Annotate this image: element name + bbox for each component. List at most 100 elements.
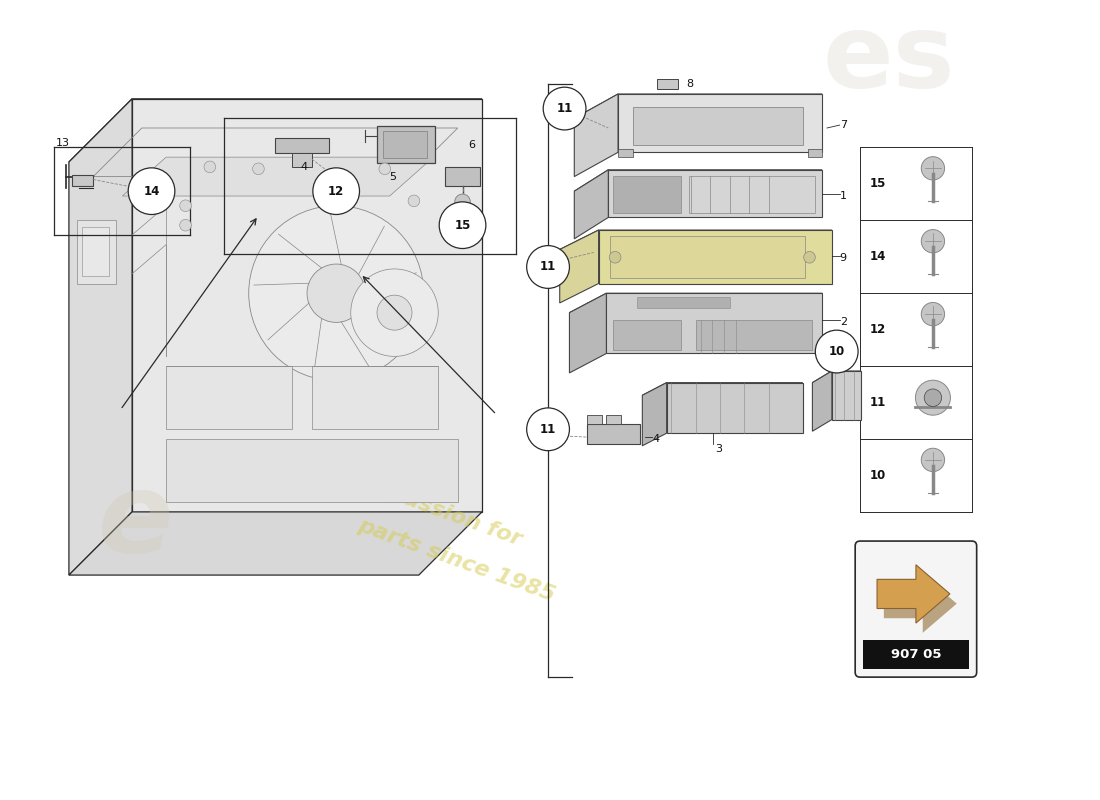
- Polygon shape: [132, 99, 482, 512]
- Bar: [312, 366, 438, 430]
- Bar: [77, 220, 116, 283]
- Text: parts since 1985: parts since 1985: [355, 515, 559, 606]
- Bar: [807, 150, 822, 157]
- Circle shape: [527, 246, 570, 288]
- Polygon shape: [618, 94, 822, 152]
- Text: 15: 15: [454, 218, 471, 232]
- Circle shape: [915, 380, 950, 415]
- Polygon shape: [883, 574, 957, 633]
- Circle shape: [439, 202, 486, 249]
- Text: 9: 9: [839, 254, 847, 263]
- Circle shape: [351, 269, 438, 356]
- Polygon shape: [574, 170, 608, 238]
- Bar: [587, 414, 602, 425]
- Polygon shape: [570, 294, 822, 313]
- Polygon shape: [813, 371, 832, 431]
- Bar: [638, 297, 729, 308]
- Circle shape: [408, 195, 420, 206]
- Text: 7: 7: [839, 120, 847, 130]
- Text: 4: 4: [300, 162, 307, 172]
- Text: 1: 1: [839, 191, 847, 201]
- Text: 10: 10: [828, 345, 845, 358]
- Circle shape: [377, 295, 412, 330]
- Text: 11: 11: [870, 396, 886, 409]
- Polygon shape: [667, 382, 803, 433]
- Text: 12: 12: [870, 323, 886, 336]
- Circle shape: [249, 206, 424, 381]
- Bar: [377, 126, 436, 163]
- Polygon shape: [574, 170, 822, 191]
- Text: 13: 13: [56, 138, 70, 147]
- Polygon shape: [69, 512, 482, 575]
- Bar: [72, 174, 94, 186]
- Bar: [275, 138, 329, 154]
- Circle shape: [922, 302, 945, 326]
- Text: 14: 14: [143, 185, 160, 198]
- Text: 14: 14: [870, 250, 887, 263]
- Bar: [446, 167, 480, 186]
- Text: 2: 2: [839, 318, 847, 327]
- Text: es: es: [822, 10, 955, 110]
- Circle shape: [179, 200, 191, 211]
- Circle shape: [922, 157, 945, 180]
- Circle shape: [253, 163, 264, 174]
- Polygon shape: [574, 94, 618, 177]
- Circle shape: [609, 251, 620, 263]
- Circle shape: [179, 219, 191, 231]
- Text: 11: 11: [540, 261, 557, 274]
- Polygon shape: [877, 565, 950, 623]
- Bar: [293, 154, 312, 167]
- Bar: [618, 150, 632, 157]
- Circle shape: [924, 389, 942, 406]
- Text: 4: 4: [652, 434, 659, 444]
- Bar: [613, 176, 681, 213]
- Circle shape: [543, 87, 586, 130]
- Bar: [606, 414, 620, 425]
- Text: 5: 5: [389, 171, 397, 182]
- Circle shape: [922, 230, 945, 253]
- Text: 12: 12: [328, 185, 344, 198]
- Polygon shape: [642, 382, 803, 395]
- Circle shape: [312, 168, 360, 214]
- Polygon shape: [606, 294, 822, 354]
- Polygon shape: [560, 230, 598, 303]
- Circle shape: [454, 194, 471, 210]
- Circle shape: [204, 161, 216, 173]
- Polygon shape: [570, 294, 606, 373]
- Bar: [166, 439, 458, 502]
- Text: e: e: [98, 468, 174, 575]
- Bar: [587, 425, 640, 444]
- Polygon shape: [69, 99, 482, 162]
- Bar: [610, 236, 804, 278]
- Circle shape: [922, 448, 945, 471]
- Polygon shape: [560, 230, 832, 250]
- Bar: [613, 321, 681, 350]
- Polygon shape: [832, 371, 861, 419]
- Text: 3: 3: [715, 444, 723, 454]
- Bar: [864, 640, 969, 670]
- Text: 11: 11: [540, 422, 557, 436]
- Text: 907 05: 907 05: [891, 648, 942, 662]
- Circle shape: [804, 251, 815, 263]
- Polygon shape: [608, 170, 822, 218]
- Polygon shape: [69, 99, 132, 575]
- Polygon shape: [598, 230, 832, 283]
- Polygon shape: [813, 371, 861, 382]
- Circle shape: [307, 264, 365, 322]
- Bar: [689, 176, 815, 213]
- Circle shape: [815, 330, 858, 373]
- Bar: [632, 106, 803, 146]
- Text: a passion for: a passion for: [365, 474, 525, 549]
- FancyBboxPatch shape: [855, 541, 977, 677]
- Polygon shape: [574, 94, 822, 118]
- Polygon shape: [642, 382, 667, 446]
- Bar: [657, 79, 679, 89]
- Circle shape: [527, 408, 570, 450]
- Text: 6: 6: [469, 139, 475, 150]
- Bar: [696, 321, 813, 350]
- Text: 11: 11: [557, 102, 573, 115]
- Text: 10: 10: [870, 469, 886, 482]
- Bar: [81, 227, 109, 276]
- Text: 15: 15: [870, 178, 887, 190]
- Bar: [166, 366, 293, 430]
